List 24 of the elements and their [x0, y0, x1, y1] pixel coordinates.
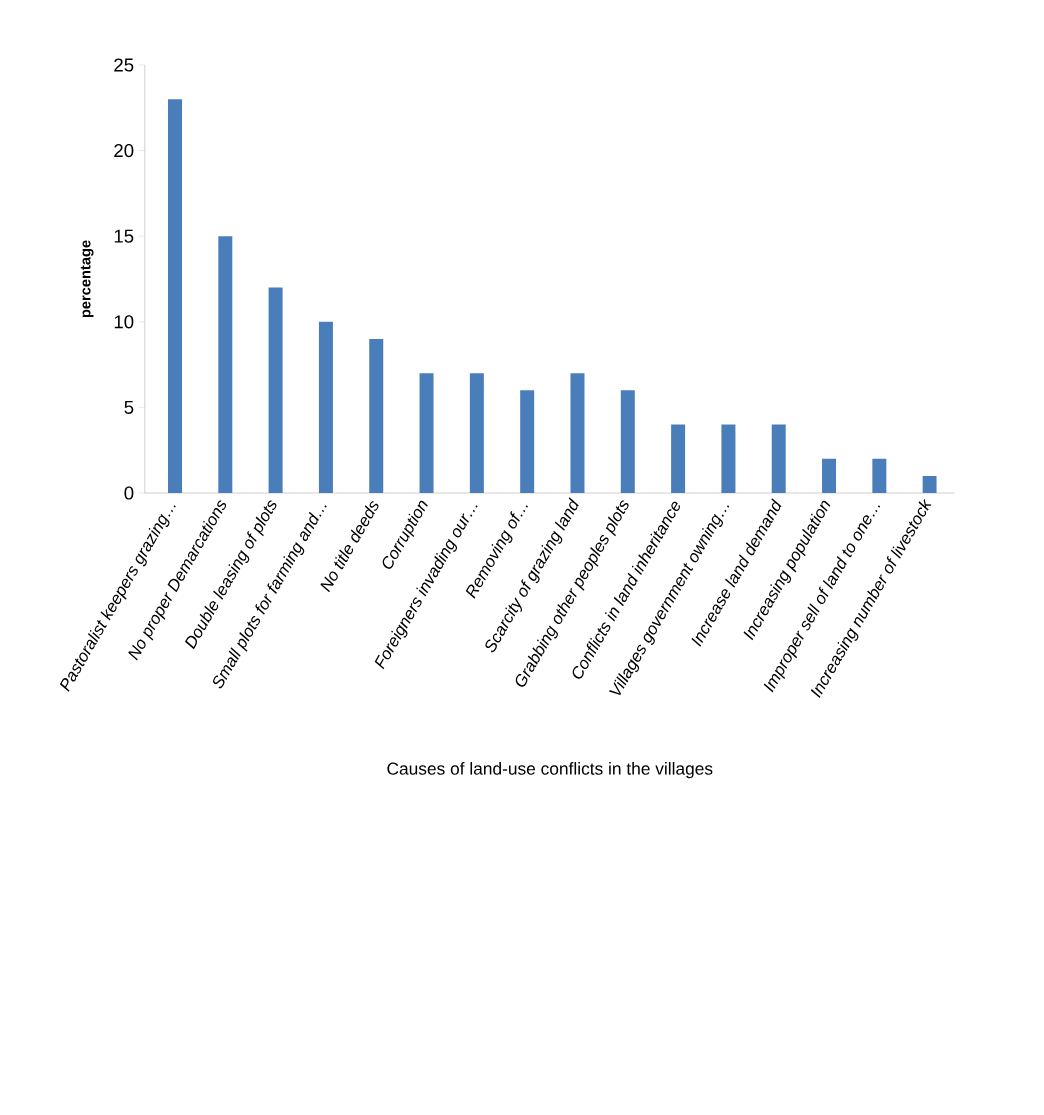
bar	[369, 338, 384, 493]
bar	[872, 458, 887, 493]
bar	[620, 390, 635, 493]
bar	[922, 475, 937, 493]
y-tick-label: 0	[124, 486, 134, 500]
bar	[218, 236, 233, 493]
bar	[469, 373, 484, 493]
y-axis-title: percentage	[80, 240, 94, 318]
bar	[671, 424, 686, 493]
bar	[168, 99, 182, 493]
x-axis-title: Causes of land-use conflicts in the villages	[387, 762, 713, 779]
y-tick-label: 25	[114, 58, 134, 72]
bar	[771, 424, 786, 493]
bar	[570, 373, 585, 493]
y-tick-label: 15	[114, 229, 134, 243]
bar	[268, 287, 283, 493]
bar	[822, 458, 837, 493]
bar	[721, 424, 736, 493]
y-tick-label: 10	[114, 315, 134, 329]
bar	[419, 373, 434, 493]
y-tick-label: 20	[114, 143, 134, 158]
bar	[520, 390, 535, 493]
bar	[318, 321, 333, 493]
y-tick-label: 5	[124, 400, 134, 414]
